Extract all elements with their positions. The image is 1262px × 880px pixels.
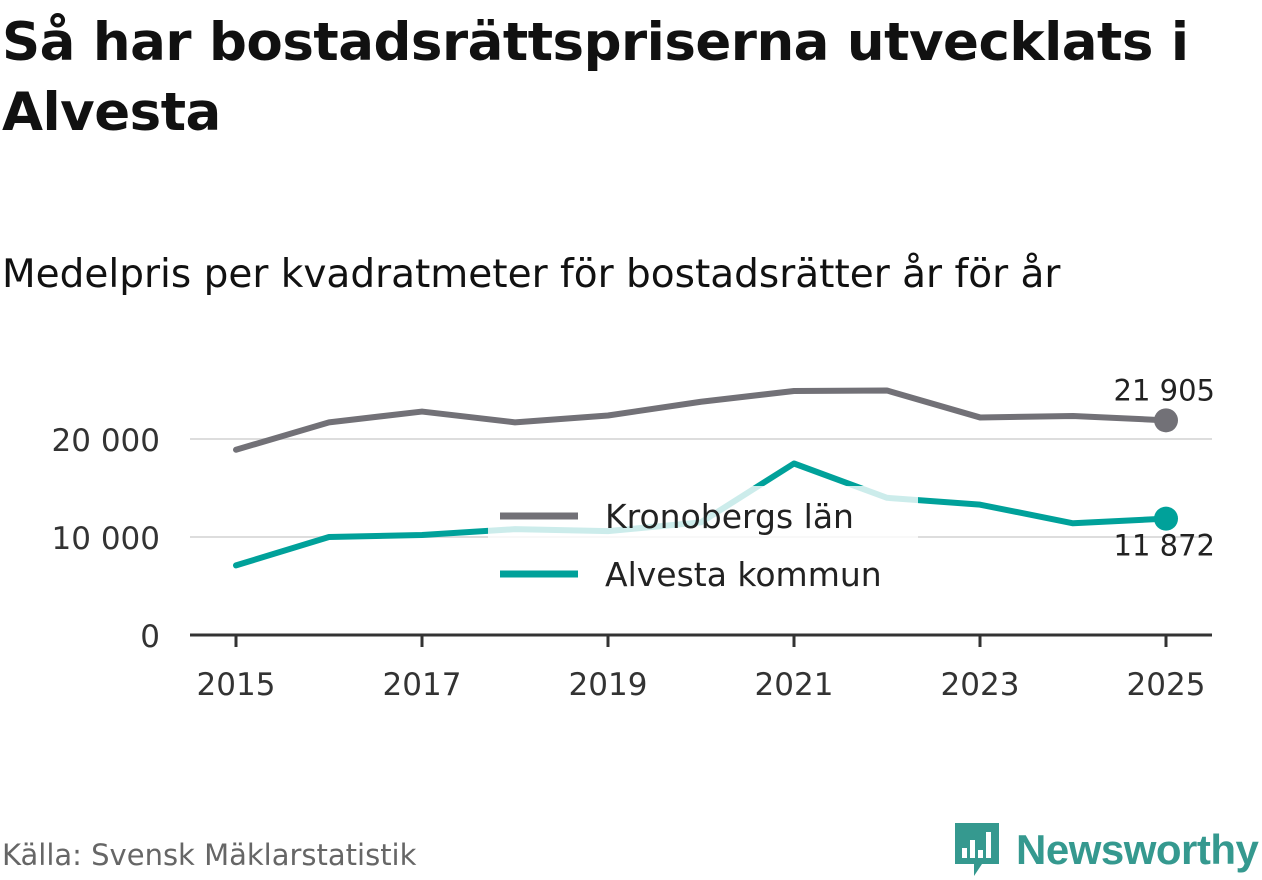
x-tick-label: 2023: [941, 667, 1020, 703]
x-tick-label: 2017: [383, 667, 462, 703]
y-tick-label: 20 000: [52, 423, 160, 459]
y-tick-label: 0: [140, 619, 160, 655]
legend-label: Kronobergs län: [605, 497, 854, 536]
x-tick-label: 2021: [755, 667, 834, 703]
end-value-label: 21 905: [1114, 373, 1215, 407]
source-note: Källa: Svensk Mäklarstatistik: [2, 838, 417, 872]
axes: 0 10 000 20 000 2015 2017 2019 2021 2023 2025: [52, 423, 1212, 703]
end-point-alvesta: [1154, 506, 1178, 531]
x-tick-label: 2015: [197, 667, 276, 703]
newsworthy-logo-icon: [955, 823, 999, 876]
legend: Kronobergs län Alvesta kommun: [488, 486, 918, 606]
legend-label: Alvesta kommun: [605, 555, 882, 594]
end-point-kronoberg: [1154, 408, 1178, 433]
x-tick-label: 2019: [569, 667, 648, 703]
chart-subtitle: Medelpris per kvadratmeter för bostadsrä…: [2, 252, 1061, 297]
x-tick-label: 2025: [1127, 667, 1206, 703]
legend-background: [488, 486, 918, 606]
data-labels: 21 905 11 872: [1114, 373, 1215, 562]
series-line-kronoberg: [233, 387, 1169, 453]
brand-logo[interactable]: Newsworthy: [952, 820, 1259, 880]
end-value-label: 11 872: [1114, 529, 1215, 563]
chart-title: Så har bostadsrättspriserna utvecklats i…: [2, 12, 1189, 143]
y-tick-label: 10 000: [52, 521, 160, 557]
brand-name: Newsworthy: [1016, 826, 1259, 873]
